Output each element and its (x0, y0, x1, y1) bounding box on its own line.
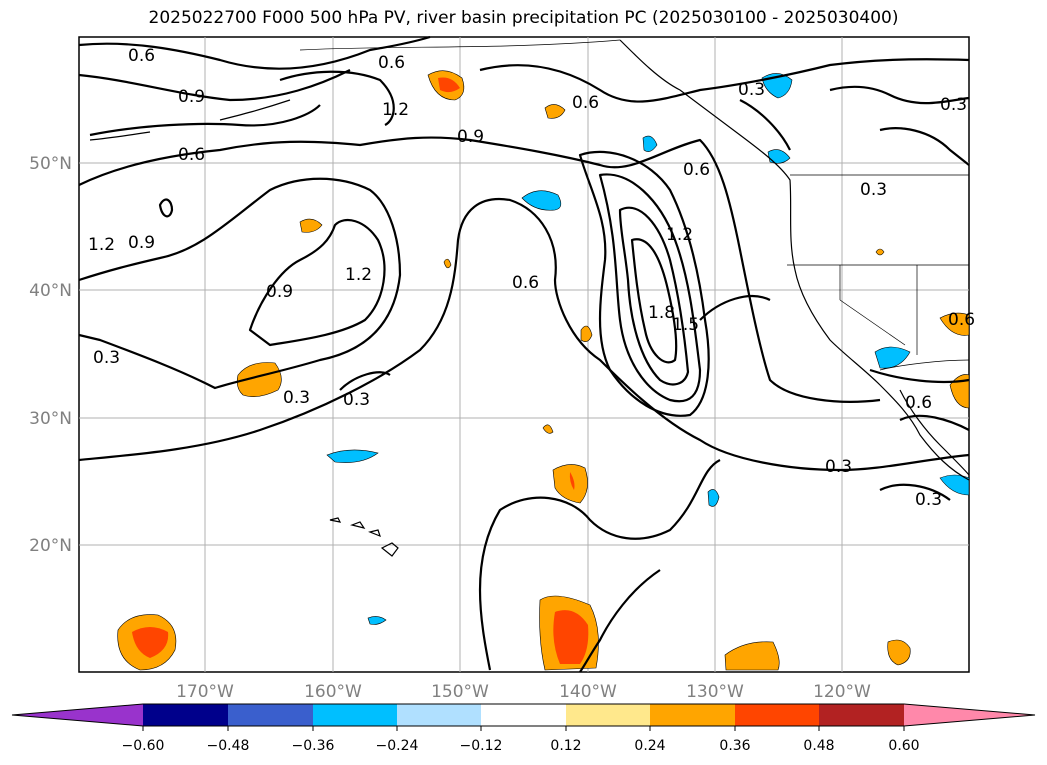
colorbar-tick-label: −0.12 (460, 738, 503, 754)
lon-label: 150°W (431, 682, 489, 702)
coastlines (89, 39, 970, 557)
latitude-labels: 50°N 40°N 30°N 20°N (29, 154, 72, 556)
contour-label: 1.5 (672, 315, 699, 335)
contour-label: 1.2 (666, 225, 693, 245)
lat-label: 20°N (29, 536, 72, 556)
colorbar-tick-label: 0.48 (803, 738, 834, 754)
contour-label: 0.6 (512, 273, 539, 293)
contour-label: 0.6 (572, 93, 599, 113)
precip-shading (117, 70, 970, 671)
lat-label: 50°N (29, 154, 72, 174)
lon-label: 170°W (176, 682, 234, 702)
lon-label: 140°W (559, 682, 617, 702)
borders (299, 39, 970, 371)
contour-label: 0.6 (948, 310, 975, 330)
colorbar-segment (481, 704, 566, 726)
contour-label: 0.3 (825, 457, 852, 477)
contour-label: 0.3 (283, 388, 310, 408)
colorbar-tick-label: 0.12 (550, 738, 581, 754)
map-panel (78, 35, 970, 673)
contour-label: 0.6 (378, 53, 405, 73)
contour-label: 1.8 (648, 303, 675, 323)
contour-label: 1.2 (382, 100, 409, 120)
colorbar-segment (566, 704, 650, 726)
contour-label: 0.6 (905, 393, 932, 413)
colorbar-segment (313, 704, 397, 726)
lon-label: 160°W (304, 682, 362, 702)
colorbar-tick-label: −0.24 (376, 738, 419, 754)
contour-labels: 0.6 0.6 0.9 1.2 0.6 0.9 0.6 0.3 0.6 1.2 … (88, 46, 975, 510)
lat-label: 30°N (29, 409, 72, 429)
contour-label: 0.9 (266, 282, 293, 302)
contour-label: 0.6 (178, 145, 205, 165)
colorbar-tick-label: 0.36 (719, 738, 750, 754)
map-title: 2025022700 F000 500 hPa PV, river basin … (148, 8, 899, 28)
colorbar-segment (397, 704, 481, 726)
colorbar-extend-max (904, 704, 1035, 726)
contour-label: 0.9 (178, 87, 205, 107)
colorbar-extend-min (12, 704, 143, 726)
contour-label: 0.3 (860, 180, 887, 200)
colorbar-segment (650, 704, 735, 726)
contour-label: 0.3 (940, 95, 967, 115)
longitude-labels: 170°W 160°W 150°W 140°W 130°W 120°W (176, 682, 871, 702)
colorbar-segment (143, 704, 228, 726)
gridlines (79, 37, 969, 672)
colorbar-segment (735, 704, 819, 726)
colorbar: −0.60 −0.48 −0.36 −0.24 −0.12 0.12 0.24 0.36 0.4… (11, 703, 1036, 754)
colorbar-segment (819, 704, 904, 726)
contour-label: 0.6 (128, 46, 155, 66)
colorbar-segment (228, 704, 313, 726)
lon-label: 120°W (813, 682, 871, 702)
contour-label: 0.3 (343, 390, 370, 410)
contour-label: 0.6 (683, 160, 710, 180)
colorbar-ticks: −0.60 −0.48 −0.36 −0.24 −0.12 0.12 0.24 0.36 0.4… (122, 726, 920, 754)
contour-label: 0.3 (738, 80, 765, 100)
lon-label: 130°W (686, 682, 744, 702)
lat-label: 40°N (29, 281, 72, 301)
colorbar-tick-label: −0.48 (207, 738, 250, 754)
colorbar-tick-label: −0.60 (122, 738, 165, 754)
contour-label: 0.9 (128, 233, 155, 253)
colorbar-tick-label: 0.24 (634, 738, 665, 754)
contour-label: 0.9 (457, 127, 484, 147)
colorbar-tick-label: −0.36 (292, 738, 335, 754)
contour-label: 0.3 (93, 348, 120, 368)
colorbar-segments (11, 703, 1036, 727)
contour-label: 1.2 (88, 235, 115, 255)
contour-label: 0.3 (915, 490, 942, 510)
pv-contours (78, 35, 970, 673)
colorbar-tick-label: 0.60 (888, 738, 919, 754)
contour-label: 1.2 (345, 265, 372, 285)
